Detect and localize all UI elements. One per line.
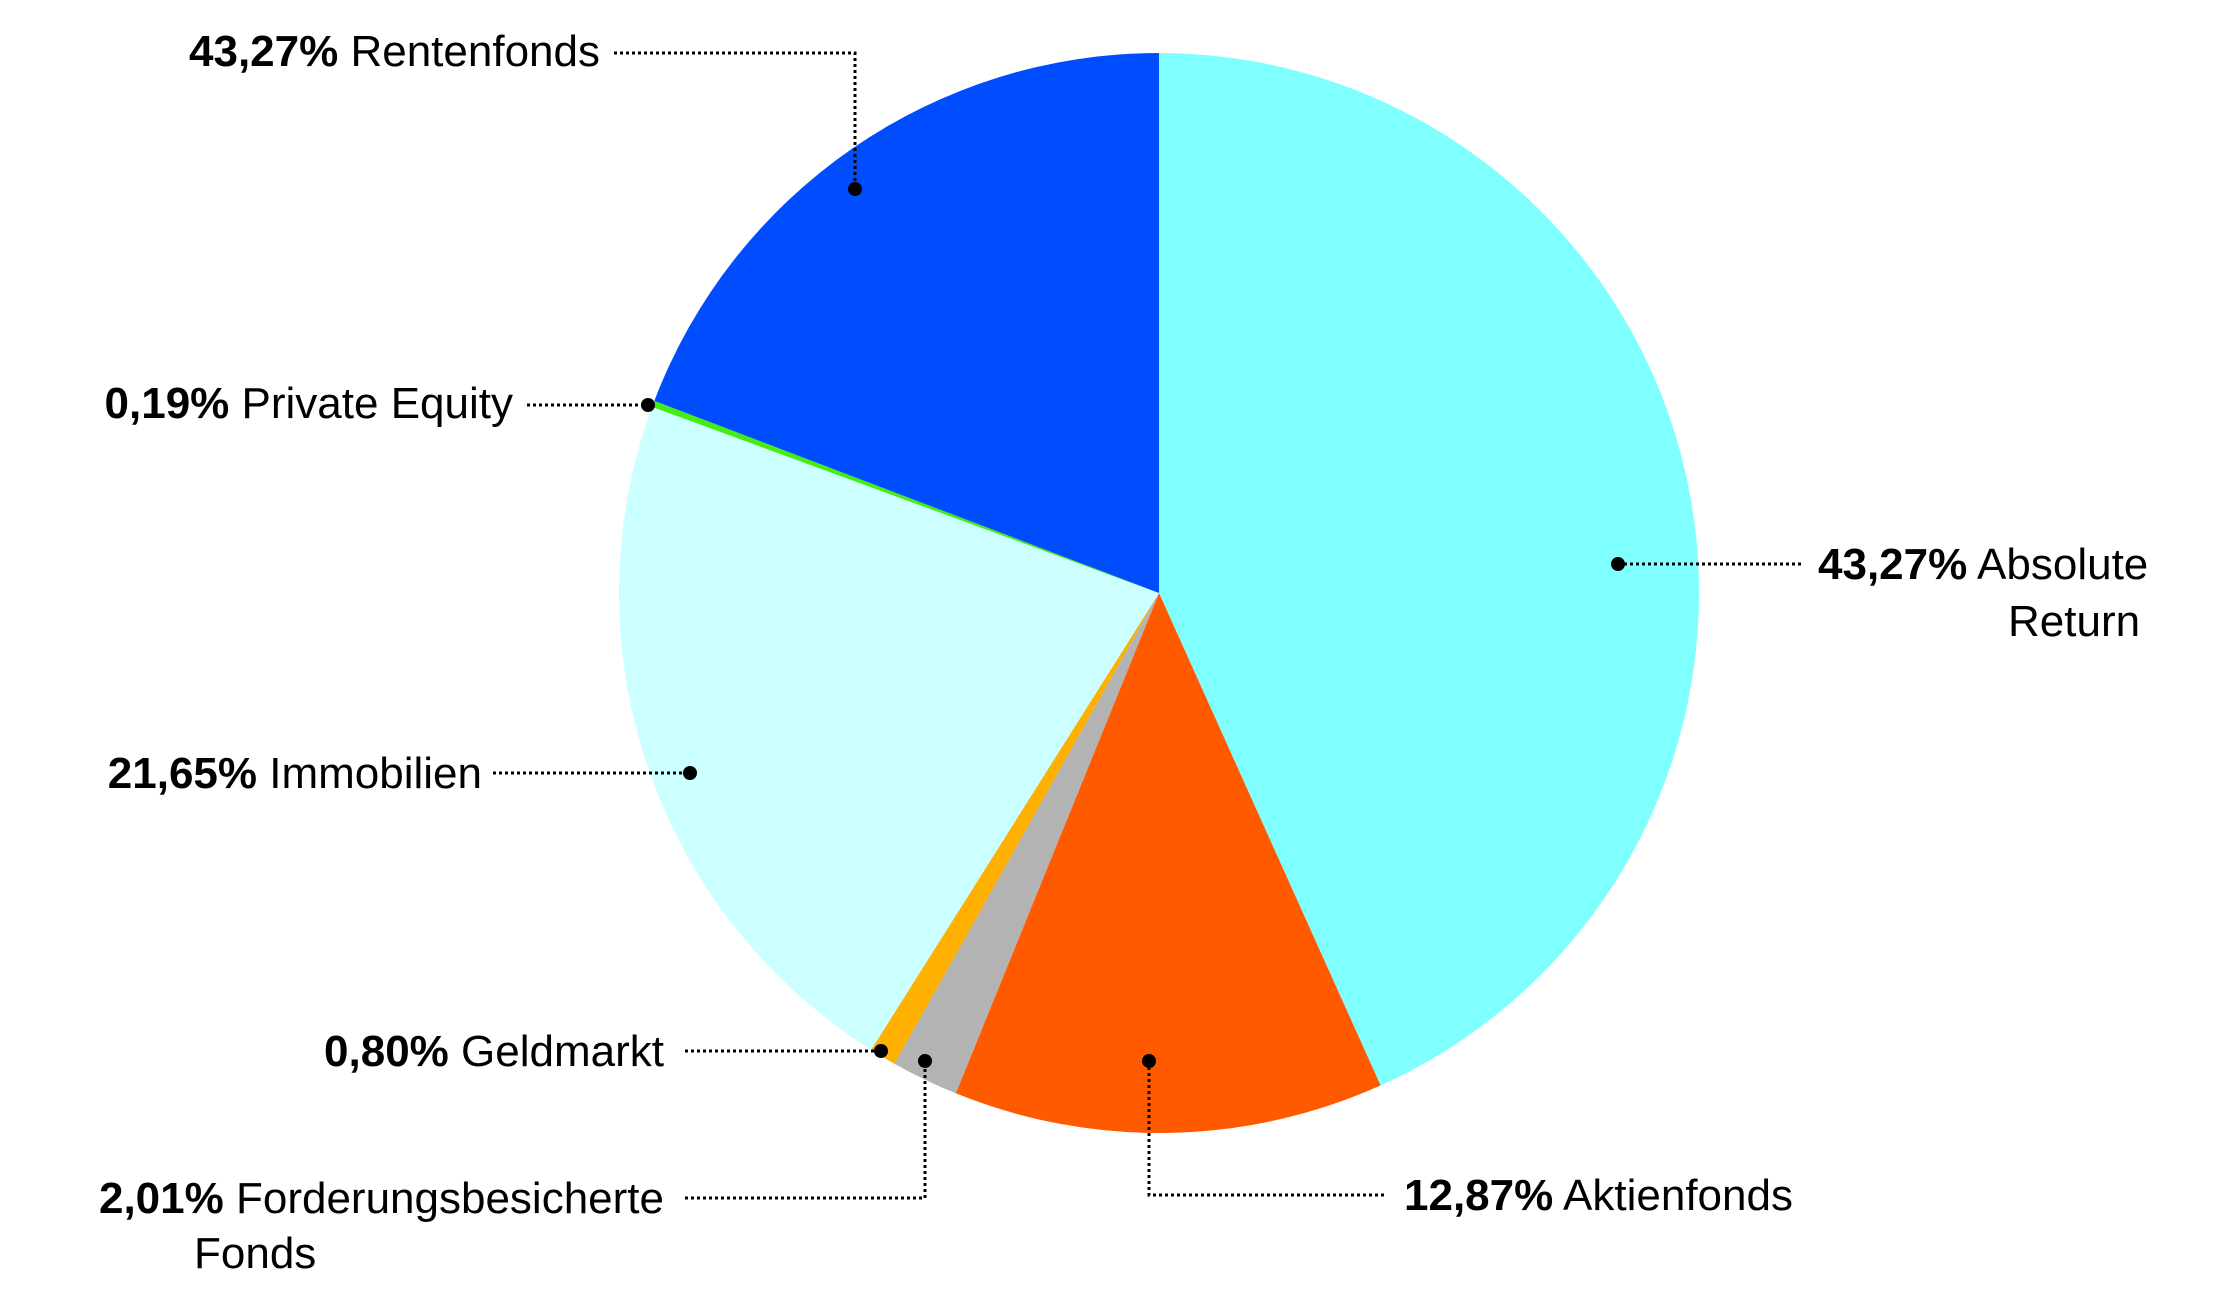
leader-rentenfonds	[614, 51, 857, 189]
pie-slices	[618, 53, 1700, 1134]
pie-slice-rentenfonds	[654, 53, 1159, 593]
marker-rentenfonds	[848, 182, 862, 196]
pie-slice-geldmarkt	[871, 593, 1159, 1064]
label-rentenfonds: 43,27% Rentenfonds	[189, 27, 600, 76]
label-forderungsbesicherte-line2: Fonds	[194, 1229, 316, 1278]
label-immobilien: 21,65% Immobilien	[108, 749, 482, 798]
pie-slice-immobilien	[618, 406, 1159, 1050]
marker-absolute-return	[1611, 557, 1625, 571]
marker-private-equity	[641, 398, 655, 412]
leader-lines	[493, 51, 1802, 1200]
pie-slice-forderungsbesicherte-fonds	[894, 593, 1159, 1094]
pie-slice-absolute-return	[1159, 53, 1700, 1086]
pie-slice-aktienfonds	[955, 593, 1381, 1134]
label-forderungsbesicherte: 2,01% Forderungsbesicherte	[99, 1174, 664, 1223]
marker-forderungsbesicherte	[918, 1054, 932, 1068]
data-labels: 43,27% Rentenfonds 0,19% Private Equity …	[99, 27, 2148, 1278]
label-aktienfonds: 12,87% Aktienfonds	[1404, 1171, 1793, 1220]
label-absolute-return: 43,27% Absolute	[1818, 540, 2148, 589]
leader-aktienfonds	[1147, 1061, 1384, 1197]
marker-geldmarkt	[874, 1044, 888, 1058]
pie-slice-private-equity	[652, 400, 1159, 593]
label-private-equity: 0,19% Private Equity	[105, 379, 513, 428]
marker-immobilien	[683, 766, 697, 780]
label-absolute-return-line2: Return	[2008, 597, 2140, 646]
leader-forderungsbesicherte	[685, 1061, 927, 1200]
marker-aktienfonds	[1142, 1054, 1156, 1068]
label-geldmarkt: 0,80% Geldmarkt	[324, 1027, 664, 1076]
